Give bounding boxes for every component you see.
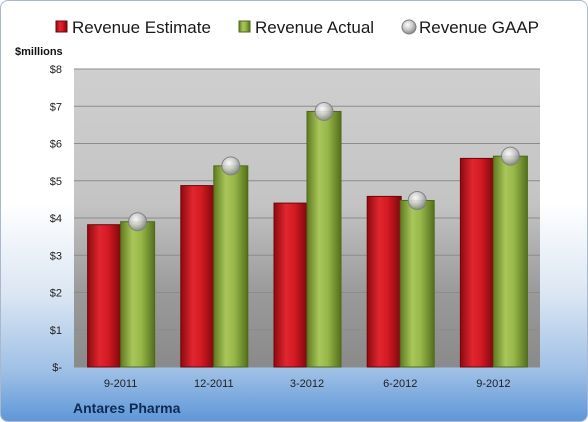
company-name: Antares Pharma [73, 400, 181, 416]
actual-bar [492, 155, 528, 368]
y-tick-label: $6 [50, 139, 62, 151]
y-tick-label: $5 [50, 176, 62, 188]
legend-swatch-gaap [401, 19, 417, 35]
x-tick-label: 9-2011 [104, 378, 137, 390]
bars [87, 110, 528, 368]
actual-bar [213, 165, 249, 368]
legend-label: Revenue GAAP [419, 18, 539, 37]
gaap-markers [128, 101, 520, 232]
x-tick-label: 6-2012 [383, 378, 417, 390]
estimate-bar [180, 185, 216, 368]
y-axis-ticks: $- $1 $2 $3 $4 $5 $6 $7 $8 [50, 64, 63, 374]
estimate-bar [366, 195, 402, 368]
actual-bar [306, 110, 342, 368]
actual-bar [120, 221, 156, 368]
y-tick-label: $- [52, 362, 62, 374]
legend-label: Revenue Actual [255, 18, 374, 37]
x-tick-label: 9-2012 [476, 378, 510, 390]
gaap-marker [500, 146, 520, 166]
actual-bar [399, 199, 435, 368]
x-axis-labels: 9-2011 12-2011 3-2012 6-2012 9-2012 [104, 378, 511, 390]
gaap-marker [221, 156, 241, 176]
y-tick-label: $3 [50, 250, 62, 262]
legend-swatch-actual [238, 20, 251, 33]
y-tick-label: $4 [50, 213, 62, 225]
gaap-marker [314, 101, 334, 121]
y-tick-label: $8 [50, 64, 62, 76]
estimate-bar [273, 202, 309, 368]
x-tick-label: 3-2012 [290, 378, 324, 390]
estimate-bar [87, 224, 123, 368]
y-tick-label: $2 [50, 288, 62, 300]
legend-swatch-estimate [55, 20, 68, 33]
y-axis-unit-label: $millions [15, 46, 63, 58]
y-tick-label: $7 [50, 101, 62, 113]
legend-label: Revenue Estimate [72, 18, 211, 37]
chart-legend: Revenue Estimate Revenue Actual Revenue GA… [55, 18, 539, 37]
gaap-marker [128, 212, 148, 232]
x-tick-label: 12-2011 [194, 378, 234, 390]
y-tick-label: $1 [50, 325, 62, 337]
estimate-bar [459, 157, 495, 368]
gaap-marker [407, 190, 427, 210]
